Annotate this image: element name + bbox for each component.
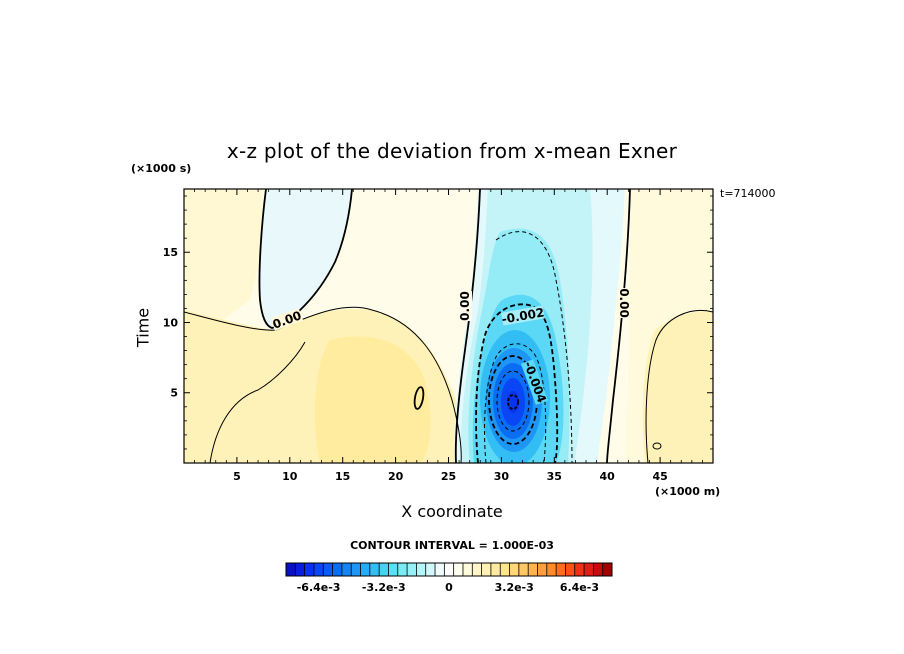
colorbar-swatch (546, 563, 557, 576)
colorbar-swatch (537, 563, 548, 576)
colorbar-swatch (518, 563, 529, 576)
colorbar-swatch (453, 563, 464, 576)
contour-label-bg-3 (501, 305, 545, 326)
colorbar-swatch (351, 563, 361, 576)
cool-region-top-left (259, 189, 352, 330)
colorbar-swatch (304, 563, 315, 576)
closed-contour-small-right (652, 442, 662, 450)
zero-contour-center (454, 189, 481, 463)
y-tick-label: 15 (163, 246, 178, 259)
negative-contour-001 (495, 231, 573, 463)
contour-label-bg-2 (459, 291, 472, 321)
y-axis-ticks: 5 10 15 (163, 195, 713, 450)
negative-contour-003 (483, 343, 547, 463)
colorbar-swatch (425, 563, 436, 576)
colorbar-swatch (462, 563, 473, 576)
y-tick-label: 10 (163, 316, 179, 329)
colorbar-swatch (397, 563, 408, 576)
colorbar-swatch (341, 563, 352, 576)
contour-label-bg-4 (520, 359, 549, 406)
colorbar-tick-label: 0 (445, 581, 453, 594)
colorbar-swatch (602, 563, 613, 576)
colorbar-swatch (500, 563, 510, 576)
colorbar-swatch (379, 563, 389, 576)
positive-contour-right (645, 310, 713, 463)
x-tick-label: 5 (233, 470, 241, 483)
contour-label-bg-5 (617, 288, 630, 318)
y-unit-label: (×1000 s) (131, 162, 192, 175)
y-tick-label: 5 (170, 387, 178, 400)
colorbar-swatch (435, 563, 445, 576)
contour-label-2: 0.00 (458, 291, 472, 321)
time-stamp: t=714000 (720, 187, 776, 200)
zero-contour-right (606, 189, 631, 463)
colorbar-swatch (286, 563, 296, 576)
colorbar-swatch (388, 563, 399, 576)
x-axis-label: X coordinate (401, 502, 503, 521)
x-tick-label: 30 (494, 470, 510, 483)
colorbar-swatch (556, 563, 566, 576)
positive-contour-left-lower (209, 341, 306, 463)
warm-core-right (642, 311, 713, 463)
x-tick-label: 15 (335, 470, 350, 483)
contour-lines (184, 189, 713, 463)
positive-contour-left (184, 306, 462, 463)
x-tick-label: 40 (600, 470, 616, 483)
colorbar-tick-label: 3.2e-3 (495, 581, 534, 594)
colorbar-swatch (481, 563, 492, 576)
colorbar-swatch (444, 563, 454, 576)
x-tick-label: 25 (441, 470, 456, 483)
colorbar-swatch (593, 563, 603, 576)
contour-label-bg-1 (270, 308, 304, 331)
colorbar-swatch (416, 563, 427, 576)
colorbar-swatch (313, 563, 324, 576)
colorbar-swatch (472, 563, 482, 576)
warm-core-left (314, 336, 431, 463)
colorbar-tick-label: -3.2e-3 (362, 581, 406, 594)
zero-contour-top-left (258, 189, 353, 329)
x-axis-ticks: 5 10 15 20 25 30 35 40 45 (194, 189, 703, 483)
warm-region-top-left (184, 189, 262, 340)
colorbar (285, 562, 613, 577)
colorbar-swatch (584, 563, 594, 576)
colorbar-swatch (407, 563, 417, 576)
colorbar-tick-labels: -6.4e-3 -3.2e-3 0 3.2e-3 6.4e-3 (297, 581, 599, 594)
colorbar-swatch (369, 563, 380, 576)
colorbar-tick-label: 6.4e-3 (560, 581, 599, 594)
colorbar-swatch (490, 563, 501, 576)
negative-contour-005 (496, 370, 530, 432)
colorbar-swatch (323, 563, 333, 576)
colorbar-swatch (565, 563, 576, 576)
colorbar-swatch (360, 563, 371, 576)
contour-label-5: 0.00 (617, 288, 631, 318)
filled-contours (184, 189, 713, 463)
closed-contour-small-left (413, 386, 425, 410)
x-tick-label: 35 (547, 470, 562, 483)
colorbar-swatch (295, 563, 305, 576)
chart-title: x-z plot of the deviation from x-mean Ex… (226, 139, 678, 163)
colorbar-swatch (332, 563, 343, 576)
x-tick-label: 45 (652, 470, 667, 483)
colorbar-swatch (509, 563, 520, 576)
colorbar-frame (285, 562, 613, 577)
x-unit-label: (×1000 m) (655, 485, 721, 498)
x-tick-label: 10 (282, 470, 298, 483)
contour-interval-text: CONTOUR INTERVAL = 1.000E-03 (350, 539, 554, 552)
colorbar-tick-label: -6.4e-3 (297, 581, 341, 594)
colorbar-swatch (574, 563, 585, 576)
x-tick-label: 20 (388, 470, 404, 483)
negative-contour-006 (507, 394, 519, 410)
colorbar-swatch (528, 563, 538, 576)
